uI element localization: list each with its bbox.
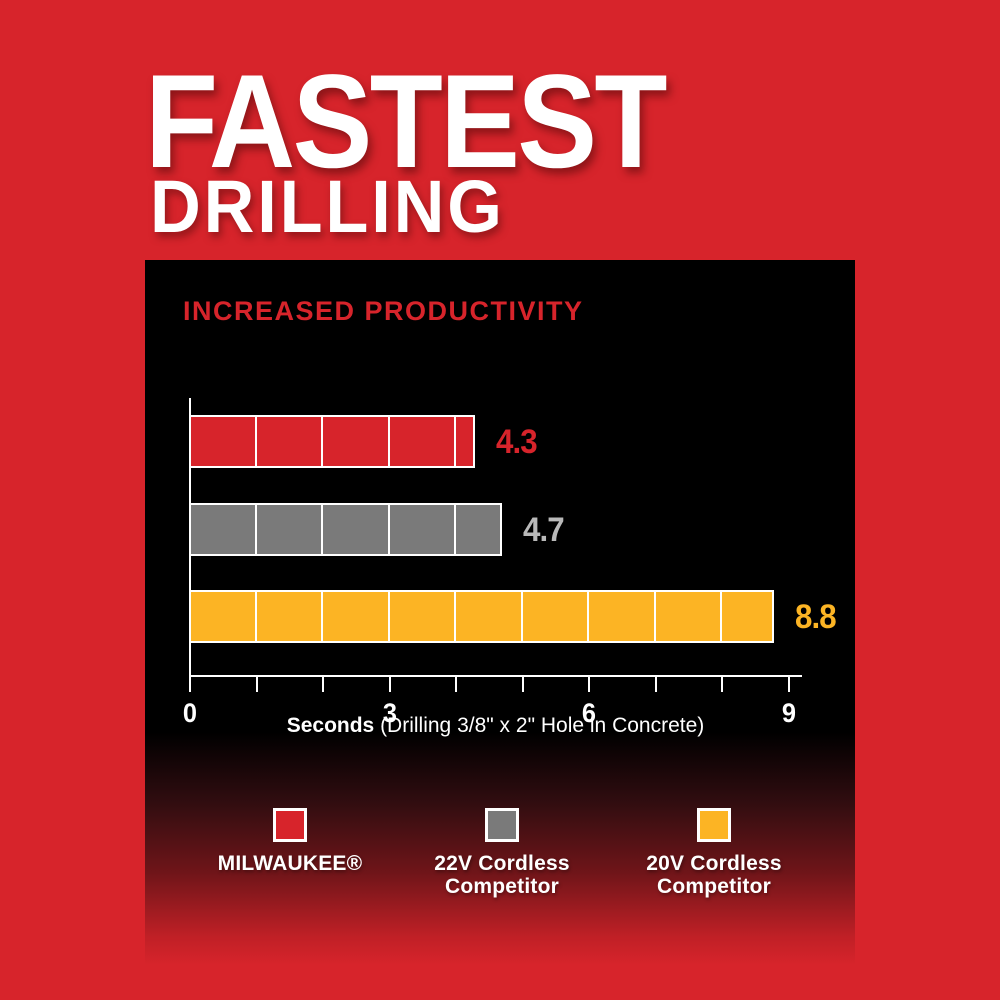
chart-panel: INCREASED PRODUCTIVITY Seconds (Drilling… — [145, 260, 855, 965]
x-axis-tick-5 — [521, 675, 524, 692]
panel-heading: INCREASED PRODUCTIVITY — [183, 296, 584, 326]
x-axis-tick-6 — [588, 675, 590, 692]
bar-2-segment-divider — [720, 590, 722, 643]
bar-2-segment-divider — [454, 590, 456, 643]
x-axis-tick-7 — [654, 675, 657, 692]
bar-0-segment-divider — [254, 415, 257, 468]
bar-1-segment-divider — [454, 502, 456, 556]
x-axis-tick-3 — [388, 675, 391, 692]
bar-1 — [189, 502, 502, 556]
axis-caption-units: Seconds — [286, 714, 375, 737]
x-axis-tick-label-0: 0 — [182, 698, 198, 728]
x-axis-tick-9 — [787, 675, 790, 692]
bar-0-segment-divider — [321, 415, 323, 468]
x-axis-tick-label-6: 6 — [581, 698, 597, 728]
bar-2-segment-divider — [254, 590, 257, 643]
bar-1-segment-divider — [321, 502, 323, 556]
legend-label-0: MILWAUKEE® — [217, 852, 363, 875]
axis-caption: Seconds (Drilling 3/8" x 2" Hole in Conc… — [189, 714, 802, 738]
bar-2-segment-divider — [520, 590, 523, 643]
bar-chart: Seconds (Drilling 3/8" x 2" Hole in Conc… — [145, 260, 855, 965]
legend-label-1: 22V Cordless Competitor — [434, 852, 570, 898]
x-axis-tick-label-9: 9 — [781, 698, 796, 728]
bar-2-segment-divider — [387, 590, 390, 643]
legend-swatch-1 — [485, 808, 519, 842]
legend-item-0: MILWAUKEE® — [180, 808, 400, 875]
legend-item-1: 22V Cordless Competitor — [392, 808, 612, 898]
x-axis-tick-4 — [455, 675, 457, 692]
bar-2-segment-divider — [587, 590, 589, 643]
bar-2-segment-divider — [653, 590, 656, 643]
legend-swatch-0 — [273, 808, 307, 842]
bar-value-label-2: 8.8 — [795, 598, 837, 636]
bar-0-segment-divider — [387, 415, 390, 468]
x-axis-tick-8 — [721, 675, 723, 692]
bar-1-segment-divider — [254, 502, 257, 556]
bar-0 — [189, 415, 475, 468]
bar-0-segment-divider — [454, 415, 456, 468]
headline-drilling: DRILLING — [150, 165, 505, 248]
bar-1-segment-divider — [387, 502, 390, 556]
bar-2 — [189, 590, 775, 643]
legend-swatch-2 — [697, 808, 731, 842]
bar-value-label-0: 4.3 — [495, 423, 538, 461]
legend-label-2: 20V Cordless Competitor — [646, 852, 782, 898]
x-axis-line — [189, 675, 802, 677]
x-axis-tick-1 — [255, 675, 258, 692]
x-axis-tick-2 — [322, 675, 324, 692]
x-axis-tick-0 — [189, 675, 191, 692]
axis-caption-detail: (Drilling 3/8" x 2" Hole in Concrete) — [374, 714, 705, 737]
headline-fastest: FASTEST — [145, 48, 668, 196]
bar-2-segment-divider — [321, 590, 323, 643]
bar-value-label-1: 4.7 — [522, 510, 565, 549]
x-axis-tick-label-3: 3 — [382, 698, 397, 728]
legend-item-2: 20V Cordless Competitor — [604, 808, 824, 898]
